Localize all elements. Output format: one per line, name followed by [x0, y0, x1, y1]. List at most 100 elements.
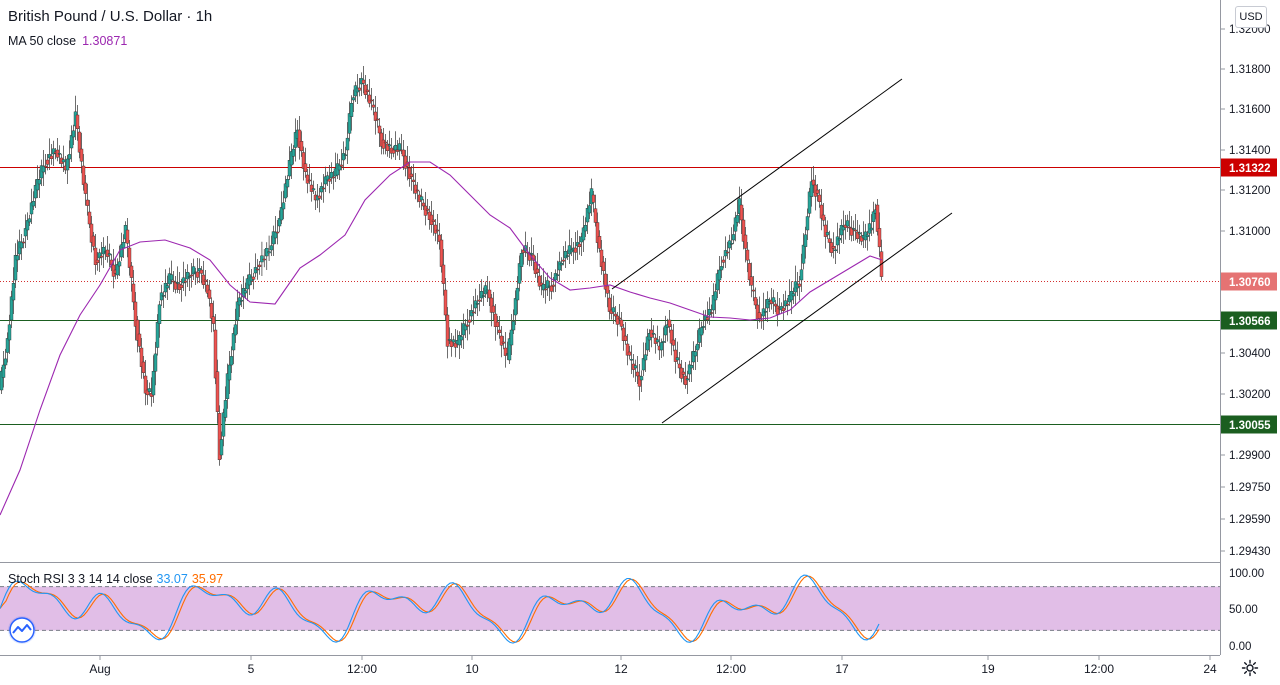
- candle-body: [551, 284, 556, 287]
- candle-body: [835, 236, 840, 246]
- candle-body: [655, 339, 660, 343]
- candle-body: [379, 132, 384, 147]
- candle-body: [447, 339, 452, 341]
- candle-body: [825, 232, 830, 236]
- price-badge-label: 1.30566: [1229, 316, 1271, 328]
- candle-body: [515, 287, 520, 301]
- candle-body: [719, 266, 724, 271]
- candle-body: [209, 303, 214, 319]
- candle-body: [743, 234, 748, 249]
- candle-body: [329, 171, 334, 179]
- candle-body: [471, 311, 476, 314]
- candle-body: [125, 229, 130, 244]
- candle-body: [185, 272, 190, 280]
- candles-group: [0, 66, 884, 466]
- candle-body: [341, 153, 346, 161]
- candle-body: [677, 363, 682, 369]
- tradingview-logo-icon[interactable]: [6, 615, 38, 645]
- candle-body: [35, 178, 40, 191]
- stoch-legend[interactable]: Stoch RSI 3 3 14 14 close 33.07 35.97: [8, 572, 223, 586]
- currency-button[interactable]: USD: [1235, 6, 1267, 28]
- price-axis-labels: 1.320001.318001.316001.314001.312001.310…: [1220, 24, 1271, 653]
- candle-body: [235, 301, 240, 321]
- candle-body: [89, 223, 94, 243]
- candle-body: [337, 164, 342, 171]
- candle-body: [387, 144, 392, 147]
- candle-body: [629, 359, 634, 361]
- candle-body: [613, 313, 618, 317]
- candle-body: [397, 143, 402, 151]
- candle-body: [175, 282, 180, 284]
- candle-body: [585, 207, 590, 223]
- trend-channel-group[interactable]: [611, 78, 953, 424]
- candle-body: [837, 237, 842, 241]
- stoch-k-line: [0, 574, 880, 644]
- candle-body: [489, 297, 494, 313]
- candle-body: [325, 175, 330, 181]
- candle-body: [91, 235, 96, 247]
- candle-body: [673, 349, 678, 362]
- time-tick-label: 24: [1203, 662, 1217, 676]
- candle-body: [691, 351, 696, 363]
- candle-body: [541, 284, 546, 291]
- candle-body: [309, 184, 314, 192]
- settings-gear-icon[interactable]: [1241, 659, 1259, 677]
- candle-body: [401, 149, 406, 157]
- candle-body: [875, 204, 880, 232]
- candle-body: [262, 258, 266, 261]
- candle-body: [781, 307, 786, 311]
- candle-body: [197, 268, 202, 272]
- candle-body: [709, 312, 714, 314]
- candle-body: [669, 329, 674, 344]
- candle-body: [15, 255, 20, 261]
- candle-body: [823, 224, 828, 237]
- candle-body: [419, 196, 424, 201]
- candle-body: [595, 222, 600, 243]
- candle-body: [685, 378, 690, 381]
- candle-body: [117, 261, 122, 267]
- candle-body: [21, 241, 26, 244]
- candle-body: [731, 234, 736, 241]
- candle-body: [301, 152, 306, 169]
- candle-body: [233, 324, 238, 336]
- candle-body: [69, 135, 74, 149]
- candle-body: [701, 326, 706, 328]
- ma-legend[interactable]: MA 50 close 1.30871: [8, 34, 127, 48]
- candle-body: [31, 200, 36, 207]
- candle-body: [687, 364, 692, 375]
- candle-body: [745, 249, 750, 261]
- candle-body: [739, 204, 744, 221]
- candle-body: [377, 125, 382, 134]
- time-tick-label: 10: [465, 662, 479, 676]
- candle-body: [715, 273, 720, 291]
- candle-body: [107, 253, 112, 256]
- candle-body: [65, 158, 70, 171]
- candle-body: [483, 285, 488, 295]
- candle-body: [1, 364, 6, 378]
- candle-body: [641, 358, 646, 371]
- candle-body: [137, 333, 142, 347]
- stoch-tick-label: 50.00: [1229, 604, 1258, 616]
- candle-body: [317, 195, 322, 199]
- candle-body: [349, 102, 354, 117]
- candle-body: [243, 290, 248, 294]
- candle-body: [651, 333, 656, 335]
- channel-lower-line: [661, 212, 953, 424]
- candle-body: [849, 227, 854, 236]
- candle-body: [105, 249, 110, 257]
- candle-body: [843, 224, 848, 228]
- candle-body: [311, 188, 316, 191]
- candle-body: [5, 338, 10, 353]
- candle-body: [565, 255, 570, 257]
- candle-body: [817, 194, 822, 203]
- candle-body: [305, 174, 310, 184]
- candle-body: [441, 264, 446, 284]
- candle-body: [151, 371, 156, 396]
- candle-body: [437, 234, 442, 242]
- time-tick-label: 12:00: [716, 662, 746, 676]
- candle-body: [287, 159, 292, 177]
- candle-body: [433, 224, 438, 234]
- candle-body: [37, 179, 42, 185]
